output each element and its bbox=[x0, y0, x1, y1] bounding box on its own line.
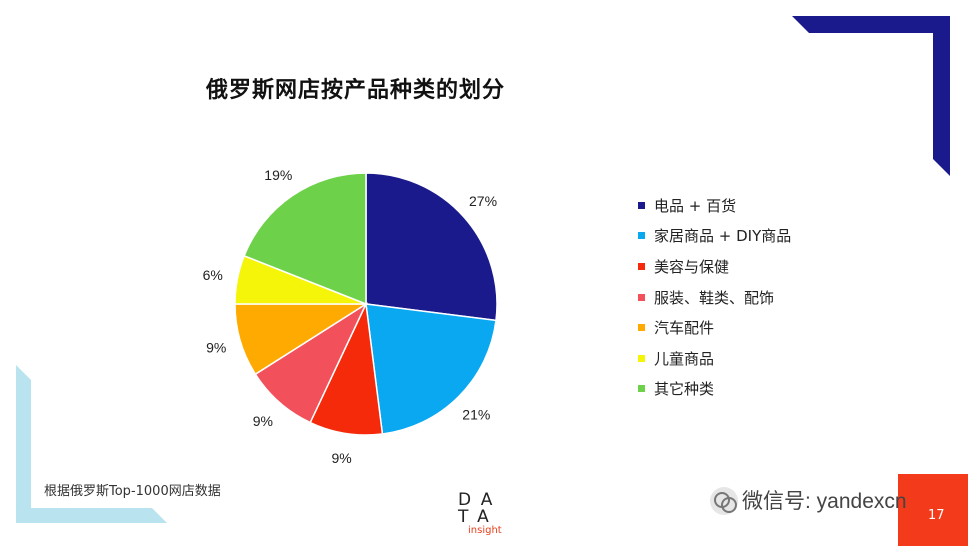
legend-item: 美容与保健 bbox=[638, 251, 791, 282]
legend-item: 其它种类 bbox=[638, 374, 791, 405]
wechat-icon bbox=[710, 487, 738, 515]
slice-percent-label: 19% bbox=[264, 167, 292, 183]
slice-percent-label: 6% bbox=[203, 267, 223, 283]
legend-swatch bbox=[638, 262, 645, 270]
pie-slice bbox=[243, 172, 367, 306]
legend-swatch bbox=[638, 385, 645, 393]
legend-label: 汽车配件 bbox=[654, 319, 715, 338]
legend-item: 电品 + 百货 bbox=[638, 190, 791, 221]
legend-label: 美容与保健 bbox=[654, 257, 730, 276]
logo-line-2: TA bbox=[458, 507, 499, 527]
slice-percent-label: 27% bbox=[469, 193, 497, 209]
chart-title: 俄罗斯网店按产品种类的划分 bbox=[206, 78, 506, 103]
legend-swatch bbox=[638, 232, 645, 240]
legend-swatch bbox=[638, 293, 645, 301]
pie-slice bbox=[365, 172, 498, 322]
legend-item: 儿童商品 bbox=[638, 343, 791, 374]
legend-swatch bbox=[638, 354, 645, 362]
legend-item: 服装、鞋类、配饰 bbox=[638, 282, 791, 313]
slice-percent-label: 21% bbox=[462, 406, 490, 422]
logo-line-1: DA bbox=[458, 490, 503, 510]
legend-label: 家居商品 + DIY商品 bbox=[654, 227, 792, 246]
logo-line-3: insight bbox=[468, 525, 502, 536]
legend-label: 其它种类 bbox=[654, 380, 715, 399]
legend-item: 家居商品 + DIY商品 bbox=[638, 221, 791, 252]
page-corner-badge bbox=[898, 474, 968, 546]
slice-percent-label: 9% bbox=[206, 340, 226, 356]
legend-label: 电品 + 百货 bbox=[654, 196, 737, 215]
legend-swatch bbox=[638, 201, 645, 209]
slice-percent-label: 9% bbox=[331, 450, 351, 466]
legend-label: 儿童商品 bbox=[654, 349, 715, 368]
chart-legend: 电品 + 百货 家居商品 + DIY商品 美容与保健 服装、鞋类、配饰 汽车配件… bbox=[638, 190, 791, 404]
legend-swatch bbox=[638, 324, 645, 332]
wechat-watermark: 微信号: yandexcn bbox=[742, 490, 907, 513]
legend-item: 汽车配件 bbox=[638, 312, 791, 343]
data-insight-logo: DA TA insight bbox=[458, 492, 502, 536]
slice-percent-label: 9% bbox=[253, 413, 273, 429]
pie-slice bbox=[365, 303, 497, 435]
page-number: 17 bbox=[928, 508, 945, 523]
legend-label: 服装、鞋类、配饰 bbox=[654, 288, 775, 307]
data-source-note: 根据俄罗斯Top-1000网店数据 bbox=[44, 484, 221, 499]
